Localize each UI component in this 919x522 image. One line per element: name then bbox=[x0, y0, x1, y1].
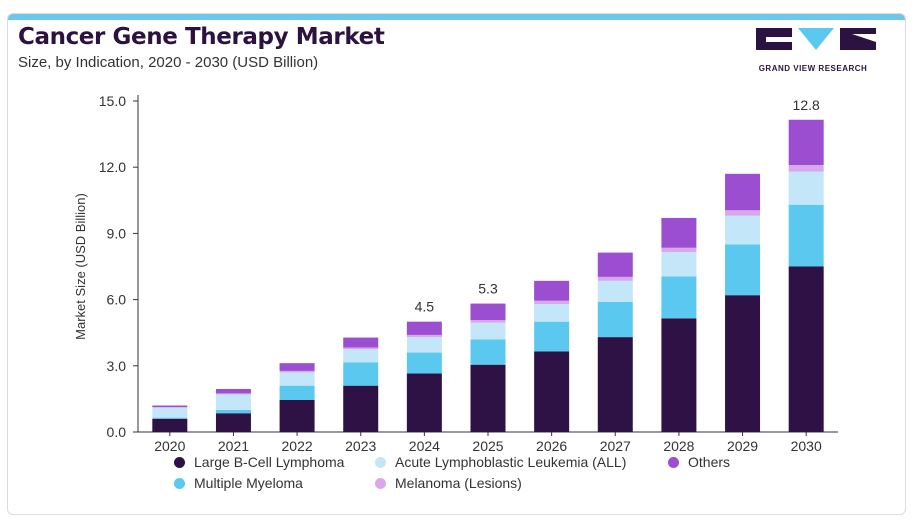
x-tick-label-2022: 2022 bbox=[282, 438, 313, 454]
bar-segment-large-b-cell-lymphoma-2021 bbox=[215, 413, 251, 432]
bar-segment-others-2020 bbox=[152, 405, 188, 408]
data-label-2030: 12.8 bbox=[793, 97, 820, 113]
bar-segment-multiple-myeloma-2030 bbox=[788, 204, 824, 267]
bar-segment-large-b-cell-lymphoma-2022 bbox=[279, 400, 315, 432]
legend-label: Large B-Cell Lymphoma bbox=[194, 454, 345, 470]
bar-segment-melanoma-lesions-2029 bbox=[725, 210, 761, 216]
bar-segment-melanoma-lesions-2021 bbox=[215, 393, 251, 395]
bar-segment-acute-lymphoblastic-leukemia-all-2022 bbox=[279, 372, 315, 386]
x-tick-label-2030: 2030 bbox=[791, 438, 822, 454]
x-tick-label-2026: 2026 bbox=[536, 438, 567, 454]
legend-item-others: Others bbox=[668, 454, 730, 470]
bar-segment-others-2030 bbox=[788, 119, 824, 165]
bar-segment-acute-lymphoblastic-leukemia-all-2027 bbox=[597, 280, 633, 302]
bar-segment-melanoma-lesions-2028 bbox=[661, 247, 697, 253]
bar-segment-large-b-cell-lymphoma-2027 bbox=[597, 337, 633, 432]
x-tick-label-2027: 2027 bbox=[600, 438, 631, 454]
bar-segment-others-2028 bbox=[661, 217, 697, 248]
y-tick-label: 6.0 bbox=[107, 292, 127, 308]
legend-swatch bbox=[174, 456, 185, 468]
bar-segment-acute-lymphoblastic-leukemia-all-2021 bbox=[215, 394, 251, 410]
logo-mark bbox=[756, 28, 876, 50]
bar-segment-large-b-cell-lymphoma-2026 bbox=[534, 351, 570, 432]
bar-segment-melanoma-lesions-2020 bbox=[152, 407, 188, 408]
bar-segment-multiple-myeloma-2022 bbox=[279, 385, 315, 401]
chart-title: Cancer Gene Therapy Market bbox=[18, 24, 385, 50]
bar-segment-others-2021 bbox=[215, 388, 251, 394]
y-tick-label: 12.0 bbox=[99, 159, 126, 175]
bar-segment-multiple-myeloma-2026 bbox=[534, 321, 570, 352]
x-tick-label-2023: 2023 bbox=[345, 438, 376, 454]
bar-segment-multiple-myeloma-2020 bbox=[152, 417, 188, 419]
bar-segment-melanoma-lesions-2027 bbox=[597, 276, 633, 281]
data-label-2025: 5.3 bbox=[478, 281, 498, 297]
x-tick-label-2029: 2029 bbox=[727, 438, 758, 454]
legend-item-melanoma: Melanoma (Lesions) bbox=[375, 475, 522, 491]
legend: Large B-Cell Lymphoma Acute Lymphoblasti… bbox=[170, 452, 790, 496]
y-tick-label: 15.0 bbox=[99, 93, 126, 109]
bar-segment-others-2029 bbox=[725, 173, 761, 211]
legend-swatch bbox=[375, 477, 386, 489]
bar-segment-acute-lymphoblastic-leukemia-all-2020 bbox=[152, 407, 188, 418]
bar-segment-others-2027 bbox=[597, 252, 633, 277]
bar-segment-acute-lymphoblastic-leukemia-all-2028 bbox=[661, 252, 697, 277]
legend-label: Melanoma (Lesions) bbox=[395, 475, 522, 491]
bar-segment-multiple-myeloma-2024 bbox=[406, 352, 442, 374]
legend-label: Others bbox=[688, 454, 731, 470]
bar-segment-multiple-myeloma-2029 bbox=[725, 244, 761, 296]
bar-segment-multiple-myeloma-2025 bbox=[470, 339, 506, 365]
legend-swatch bbox=[668, 456, 679, 468]
bar-segment-others-2026 bbox=[534, 280, 570, 301]
bar-segment-multiple-myeloma-2028 bbox=[661, 276, 697, 319]
bar-segment-others-2025 bbox=[470, 303, 506, 321]
top-accent-bar bbox=[8, 14, 905, 20]
legend-swatch bbox=[375, 456, 386, 468]
bar-segment-multiple-myeloma-2021 bbox=[215, 409, 251, 414]
bar-segment-large-b-cell-lymphoma-2023 bbox=[343, 385, 379, 432]
logo-text: GRAND VIEW RESEARCH bbox=[758, 64, 868, 73]
x-tick-label-2024: 2024 bbox=[409, 438, 440, 454]
bar-segment-others-2023 bbox=[343, 337, 379, 348]
bar-segment-acute-lymphoblastic-leukemia-all-2023 bbox=[343, 349, 379, 363]
bar-segment-melanoma-lesions-2022 bbox=[279, 370, 315, 373]
bar-segment-large-b-cell-lymphoma-2029 bbox=[725, 295, 761, 432]
legend-label: Multiple Myeloma bbox=[194, 475, 303, 491]
bar-segment-acute-lymphoblastic-leukemia-all-2029 bbox=[725, 215, 761, 245]
bar-segment-acute-lymphoblastic-leukemia-all-2025 bbox=[470, 322, 506, 340]
bar-segment-melanoma-lesions-2023 bbox=[343, 347, 379, 350]
bar-segment-multiple-myeloma-2027 bbox=[597, 301, 633, 338]
x-tick-label-2020: 2020 bbox=[154, 438, 185, 454]
bar-segment-acute-lymphoblastic-leukemia-all-2024 bbox=[406, 337, 442, 353]
legend-item-large-b-cell-lymphoma: Large B-Cell Lymphoma bbox=[174, 454, 344, 470]
bar-segment-melanoma-lesions-2025 bbox=[470, 320, 506, 323]
grand-view-research-logo: GRAND VIEW RESEARCH bbox=[748, 24, 878, 79]
bar-segment-melanoma-lesions-2024 bbox=[406, 334, 442, 338]
bar-segment-large-b-cell-lymphoma-2024 bbox=[406, 373, 442, 432]
x-tick-label-2028: 2028 bbox=[663, 438, 694, 454]
legend-item-all: Acute Lymphoblastic Leukemia (ALL) bbox=[375, 454, 626, 470]
bar-segment-acute-lymphoblastic-leukemia-all-2030 bbox=[788, 171, 824, 205]
legend-swatch bbox=[174, 477, 185, 489]
bar-segment-large-b-cell-lymphoma-2020 bbox=[152, 418, 188, 432]
bar-segment-others-2022 bbox=[279, 363, 315, 371]
legend-label: Acute Lymphoblastic Leukemia (ALL) bbox=[395, 454, 627, 470]
bar-segment-multiple-myeloma-2023 bbox=[343, 362, 379, 386]
data-label-2024: 4.5 bbox=[415, 299, 435, 315]
x-tick-label-2021: 2021 bbox=[218, 438, 249, 454]
bar-segment-large-b-cell-lymphoma-2030 bbox=[788, 266, 824, 432]
bar-segment-acute-lymphoblastic-leukemia-all-2026 bbox=[534, 304, 570, 322]
bar-segment-large-b-cell-lymphoma-2028 bbox=[661, 318, 697, 432]
x-tick-label-2025: 2025 bbox=[472, 438, 503, 454]
bar-segment-others-2024 bbox=[406, 321, 442, 335]
legend-item-multiple-myeloma: Multiple Myeloma bbox=[174, 475, 303, 491]
chart-subtitle: Size, by Indication, 2020 - 2030 (USD Bi… bbox=[18, 54, 319, 71]
bar-segment-melanoma-lesions-2030 bbox=[788, 164, 824, 172]
y-tick-label: 3.0 bbox=[107, 358, 127, 374]
bar-segment-melanoma-lesions-2026 bbox=[534, 300, 570, 305]
bar-segment-large-b-cell-lymphoma-2025 bbox=[470, 364, 506, 432]
y-tick-label: 0.0 bbox=[107, 424, 127, 440]
y-axis-label: Market Size (USD Billion) bbox=[73, 193, 88, 340]
y-tick-label: 9.0 bbox=[107, 225, 127, 241]
